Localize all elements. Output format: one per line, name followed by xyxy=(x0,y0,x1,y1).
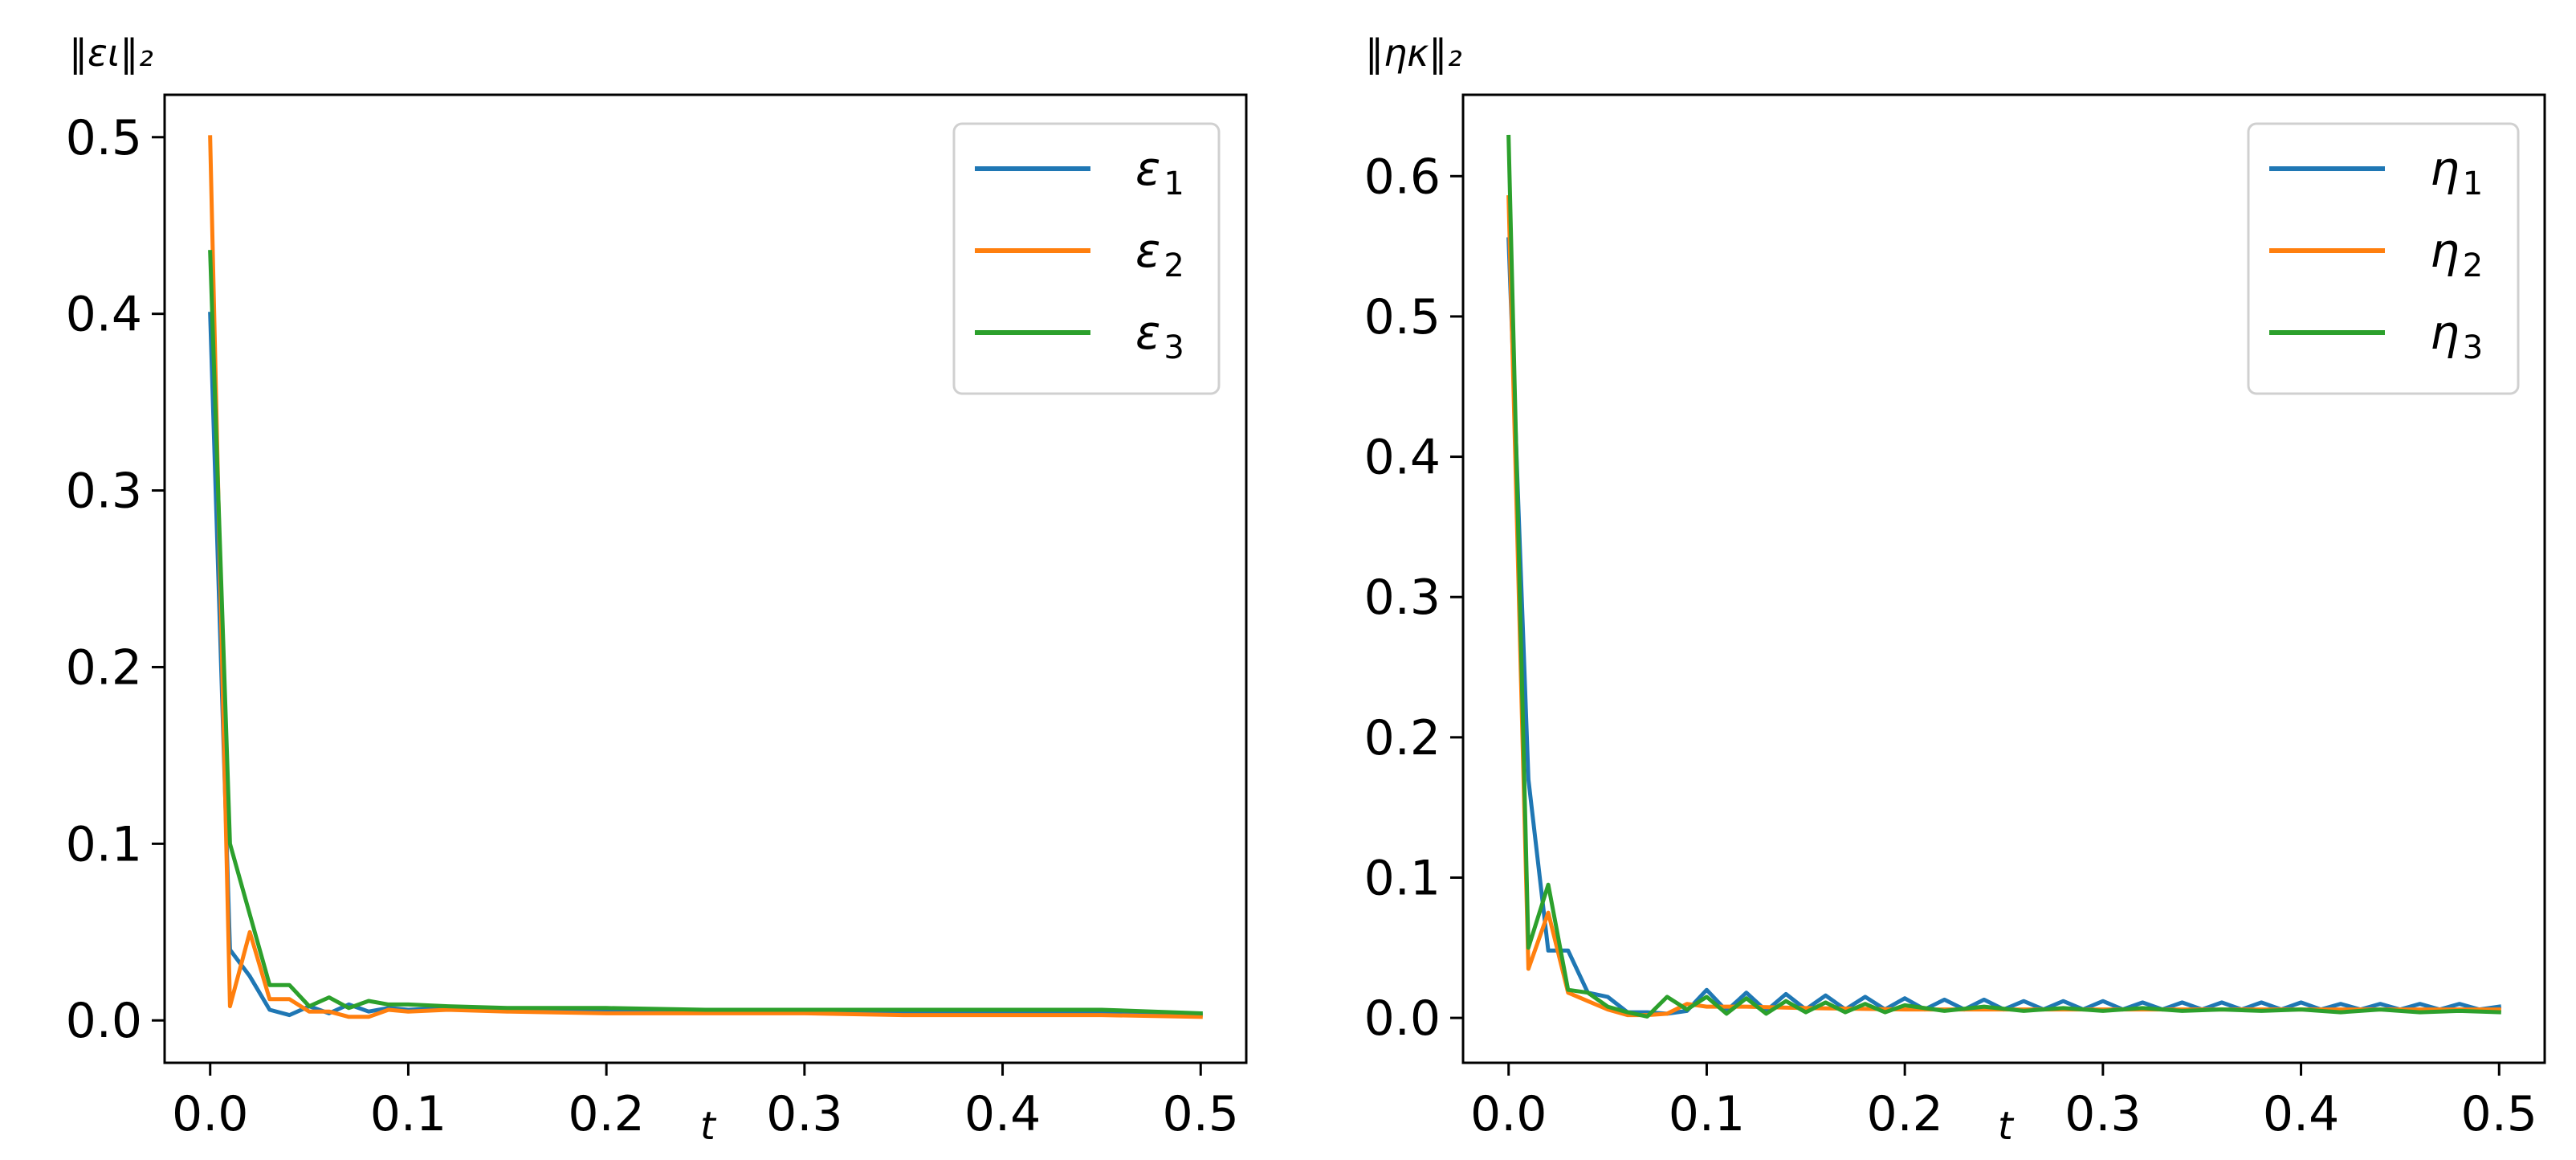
x-tick-label-0-5: 0.5 xyxy=(1163,1086,1239,1142)
legend-label-subscript-1-3: 3 xyxy=(2463,329,2483,366)
axes-frame-1 xyxy=(1461,93,2546,1064)
chart-panel-eta: ‖ηκ‖₂ t 0.0 0.1 0.2 0.3 0.4 0.5 0.0 0.1 0.2 0.3 0.… xyxy=(1364,31,2546,1149)
x-tick-label-0-0: 0.0 xyxy=(172,1086,248,1142)
y-tick-label-1-3: 0.3 xyxy=(1364,570,1441,626)
legend-label-subscript-0-2: 2 xyxy=(1164,247,1184,284)
legend-1: η 1η 2η 3 xyxy=(2247,122,2520,395)
legend-label-subscript-0-1: 1 xyxy=(1164,165,1184,202)
legend-label-symbol-1-1: η xyxy=(2430,141,2460,196)
legend-0: ε 1ε 2ε 3 xyxy=(952,122,1221,395)
axes-frame-0 xyxy=(163,93,1248,1064)
x-tick-label-1-5: 0.5 xyxy=(2461,1086,2537,1142)
legend-label-symbol-1-2: η xyxy=(2430,223,2460,278)
x-axis-label-eta: t xyxy=(1998,1104,2015,1149)
y-tick-label-0-1: 0.1 xyxy=(66,816,142,872)
x-tick-label-0-3: 0.3 xyxy=(766,1086,842,1142)
y-tick-label-0-3: 0.3 xyxy=(66,464,142,520)
legend-label-symbol-1-3: η xyxy=(2430,305,2460,360)
legend-label-subscript-1-2: 2 xyxy=(2463,247,2483,284)
series-line-0-2 xyxy=(208,135,1203,1019)
legend-box-0 xyxy=(952,122,1221,395)
x-tick-label-1-3: 0.3 xyxy=(2064,1086,2141,1142)
y-tick-label-0-0: 0.0 xyxy=(66,993,142,1049)
chart-panel-epsilon: ‖ει‖₂ t 0.0 0.1 0.2 0.3 0.4 0.5 0.0 0.1 0.2 0.3 0.… xyxy=(66,31,1248,1149)
y-axis-label-eta: ‖ηκ‖₂ xyxy=(1365,31,1462,76)
y-tick-label-0-2: 0.2 xyxy=(66,639,142,696)
legend-label-symbol-0-3: ε xyxy=(1135,305,1160,360)
y-tick-label-1-4: 0.4 xyxy=(1364,430,1441,486)
x-tick-label-1-2: 0.2 xyxy=(1866,1086,1942,1142)
y-tick-label-1-6: 0.6 xyxy=(1364,149,1441,205)
legend-label-symbol-0-1: ε xyxy=(1135,141,1160,196)
legend-label-subscript-0-3: 3 xyxy=(1164,329,1184,366)
x-tick-label-1-1: 0.1 xyxy=(1669,1086,1745,1142)
x-axis-label-epsilon: t xyxy=(700,1104,717,1149)
y-tick-label-1-5: 0.5 xyxy=(1364,289,1441,345)
series-line-1-3 xyxy=(1506,134,2501,1019)
legend-label-symbol-0-2: ε xyxy=(1135,223,1160,278)
series-line-0-3 xyxy=(208,250,1203,1015)
x-tick-label-1-0: 0.0 xyxy=(1470,1086,1547,1142)
y-tick-label-0-4: 0.4 xyxy=(66,287,142,343)
y-axis-label-epsilon: ‖ει‖₂ xyxy=(69,31,153,76)
legend-box-1 xyxy=(2247,122,2520,395)
y-tick-label-1-2: 0.2 xyxy=(1364,710,1441,766)
x-tick-label-1-4: 0.4 xyxy=(2263,1086,2339,1142)
legend-label-subscript-1-1: 1 xyxy=(2463,165,2483,202)
x-tick-label-0-2: 0.2 xyxy=(568,1086,644,1142)
x-tick-label-0-4: 0.4 xyxy=(964,1086,1041,1142)
y-tick-label-1-0: 0.0 xyxy=(1364,990,1441,1047)
y-tick-label-0-5: 0.5 xyxy=(66,110,142,166)
x-tick-label-0-1: 0.1 xyxy=(370,1086,446,1142)
y-tick-label-1-1: 0.1 xyxy=(1364,850,1441,906)
